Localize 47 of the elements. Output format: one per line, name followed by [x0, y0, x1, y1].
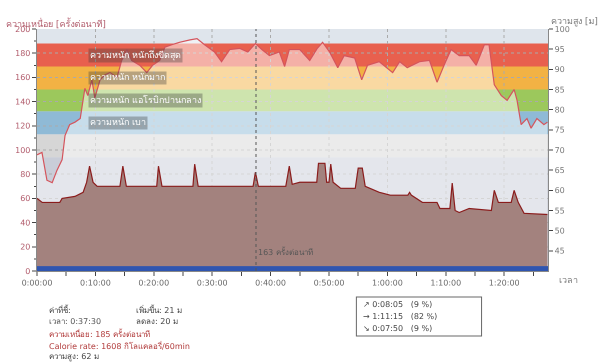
y2-tick-label: 70: [554, 146, 565, 155]
x-tick-label: 0:20:00: [138, 278, 170, 288]
y-tick-label: 160: [15, 73, 30, 82]
x-tick-label: 0:30:00: [196, 278, 228, 288]
y-tick-label: 180: [15, 49, 30, 58]
y2-tick-label: 95: [554, 44, 565, 54]
x-tick-label: 1:20:00: [488, 278, 520, 288]
y-tick-label: 120: [15, 122, 30, 131]
y-tick-label: 0: [25, 266, 30, 276]
y2-tick-label: 85: [554, 85, 565, 94]
text: ความเหนื่อย: 185 ครั้งต่อนาที: [49, 328, 150, 339]
y2-tick-label: 80: [554, 105, 565, 114]
y2-tick-label: 90: [554, 65, 565, 74]
y-tick-label: 100: [15, 146, 30, 155]
x-tick-label: 1:10:00: [430, 278, 462, 288]
y-tick-label: 40: [20, 218, 30, 228]
text: → 1:11:15 (82 %): [363, 312, 438, 321]
y2-tick-label: 45: [554, 246, 565, 256]
text: ค่าที่ชี้:: [49, 304, 71, 315]
x-tick-label: 0:10:00: [80, 278, 111, 288]
text: ↘ 0:07:50 (9 %): [363, 324, 432, 333]
x-tick-label: 1:00:00: [372, 278, 403, 288]
y-tick-label: 140: [15, 97, 30, 106]
text: Calorie rate: 1608 กิโลแคลอรี่/60min: [49, 340, 190, 351]
text: ลดลง: 20 ม: [136, 317, 178, 326]
y2-tick-label: 55: [554, 206, 565, 216]
band-label: ความหนัก เบา: [90, 118, 146, 128]
y2-tick-label: 100: [554, 24, 570, 34]
text: ↗ 0:08:05 (9 %): [363, 300, 432, 309]
y-tick-label: 60: [20, 194, 30, 204]
x-tick-label: 0:00:00: [22, 278, 52, 288]
band-label: ความหนัก หนักถึงขีดสุด: [90, 50, 181, 61]
ref-line-label: 163 ครั้งต่อนาที: [258, 246, 313, 257]
text: เพิ่มขึ้น: 21 ม: [136, 304, 182, 315]
y2-tick-label: 65: [554, 166, 565, 175]
band-label: ความหนัก แอโรบิกปานกลาง: [90, 95, 201, 106]
x-tick-label: 0:50:00: [314, 278, 344, 288]
y2-axis-title: ความสูง [ม]: [551, 17, 598, 27]
text: เวลา: 0:37:30: [49, 317, 102, 326]
text: ความสูง: 62 ม: [49, 352, 99, 362]
y2-tick-label: 75: [554, 126, 565, 135]
y-tick-label: 20: [20, 242, 30, 252]
y-tick-label: 80: [20, 170, 30, 179]
x-axis-title: เวลา: [559, 276, 578, 286]
y2-tick-label: 60: [554, 186, 565, 196]
y2-tick-label: 50: [554, 226, 565, 236]
x-tick-label: 0:40:00: [255, 278, 286, 288]
